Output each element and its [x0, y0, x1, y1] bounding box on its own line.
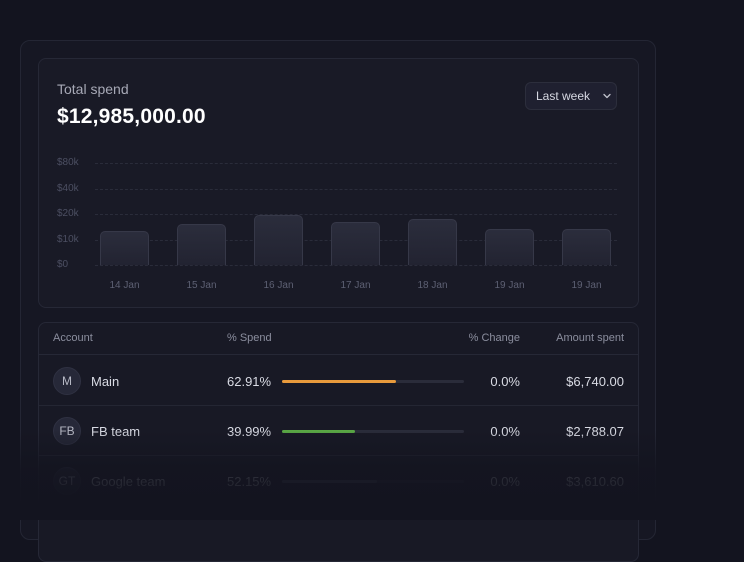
chart-gridline — [95, 163, 617, 164]
spend-percent: 52.15% — [227, 474, 272, 489]
period-dropdown[interactable]: Last week — [525, 82, 617, 110]
spend-panel: Total spend $12,985,000.00 Last week $80… — [20, 40, 656, 562]
chart-bar[interactable] — [100, 230, 149, 265]
chart-bar[interactable] — [408, 219, 457, 265]
total-spend-amount: $12,985,000.00 — [57, 105, 206, 128]
y-tick-label: $0 — [57, 259, 69, 270]
avatar: M — [53, 367, 81, 395]
table-row[interactable]: M Main 62.91% 0.0% $6,740.00 — [39, 356, 638, 406]
spend-progress-track — [282, 430, 464, 433]
x-tick-label: 19 Jan — [494, 280, 525, 291]
spend-progress-fill — [282, 430, 355, 433]
chart-gridline — [95, 214, 617, 215]
y-tick-label: $40k — [57, 182, 79, 194]
chart-bar[interactable] — [331, 221, 380, 265]
header-spend[interactable]: % Spend — [227, 332, 272, 344]
x-tick-label: 19 Jan — [571, 280, 602, 291]
chevron-down-icon — [603, 93, 611, 99]
period-dropdown-label: Last week — [536, 89, 591, 103]
chart-bar[interactable] — [254, 215, 303, 265]
change-percent: 0.0% — [490, 424, 520, 439]
x-tick-label: 18 Jan — [417, 280, 448, 291]
header-amount[interactable]: Amount spent — [556, 332, 624, 344]
spend-percent: 39.99% — [227, 424, 272, 439]
chart-gridline — [95, 265, 617, 266]
y-tick-label: $10k — [57, 233, 79, 245]
avatar: GT — [53, 467, 81, 495]
total-spend-card: Total spend $12,985,000.00 Last week $80… — [38, 58, 639, 308]
header-account[interactable]: Account — [53, 332, 93, 344]
x-tick-label: 14 Jan — [109, 280, 140, 291]
x-tick-label: 15 Jan — [186, 280, 217, 291]
accounts-table: Account % Spend % Change Amount spent M … — [38, 322, 639, 562]
spend-progress-fill — [282, 380, 397, 383]
table-header: Account % Spend % Change Amount spent — [39, 323, 638, 355]
account-name: FB team — [91, 424, 141, 439]
x-tick-label: 16 Jan — [263, 280, 294, 291]
account-name: Google team — [91, 474, 166, 489]
spend-percent: 62.91% — [227, 374, 272, 389]
header-change[interactable]: % Change — [468, 332, 520, 344]
avatar: FB — [53, 417, 81, 445]
chart-gridline — [95, 188, 617, 190]
spend-progress-track — [282, 380, 464, 383]
amount-spent: $3,610.60 — [566, 474, 624, 489]
spend-progress-track — [282, 480, 464, 483]
table-row[interactable]: FB FB team 39.99% 0.0% $2,788.07 — [39, 406, 638, 456]
table-row[interactable]: GT Google team 52.15% 0.0% $3,610.60 — [39, 456, 638, 506]
change-percent: 0.0% — [490, 374, 520, 389]
account-name: Main — [91, 374, 120, 389]
amount-spent: $6,740.00 — [566, 374, 624, 389]
x-tick-label: 17 Jan — [340, 280, 371, 291]
chart-bar[interactable] — [485, 228, 534, 265]
total-spend-title: Total spend — [57, 81, 129, 97]
chart-bar[interactable] — [177, 224, 226, 265]
y-tick-label: $80k — [57, 157, 79, 168]
spend-progress-fill — [282, 480, 377, 483]
chart-bar[interactable] — [562, 228, 611, 265]
amount-spent: $2,788.07 — [566, 424, 624, 439]
change-percent: 0.0% — [490, 474, 520, 489]
y-tick-label: $20k — [57, 208, 79, 219]
